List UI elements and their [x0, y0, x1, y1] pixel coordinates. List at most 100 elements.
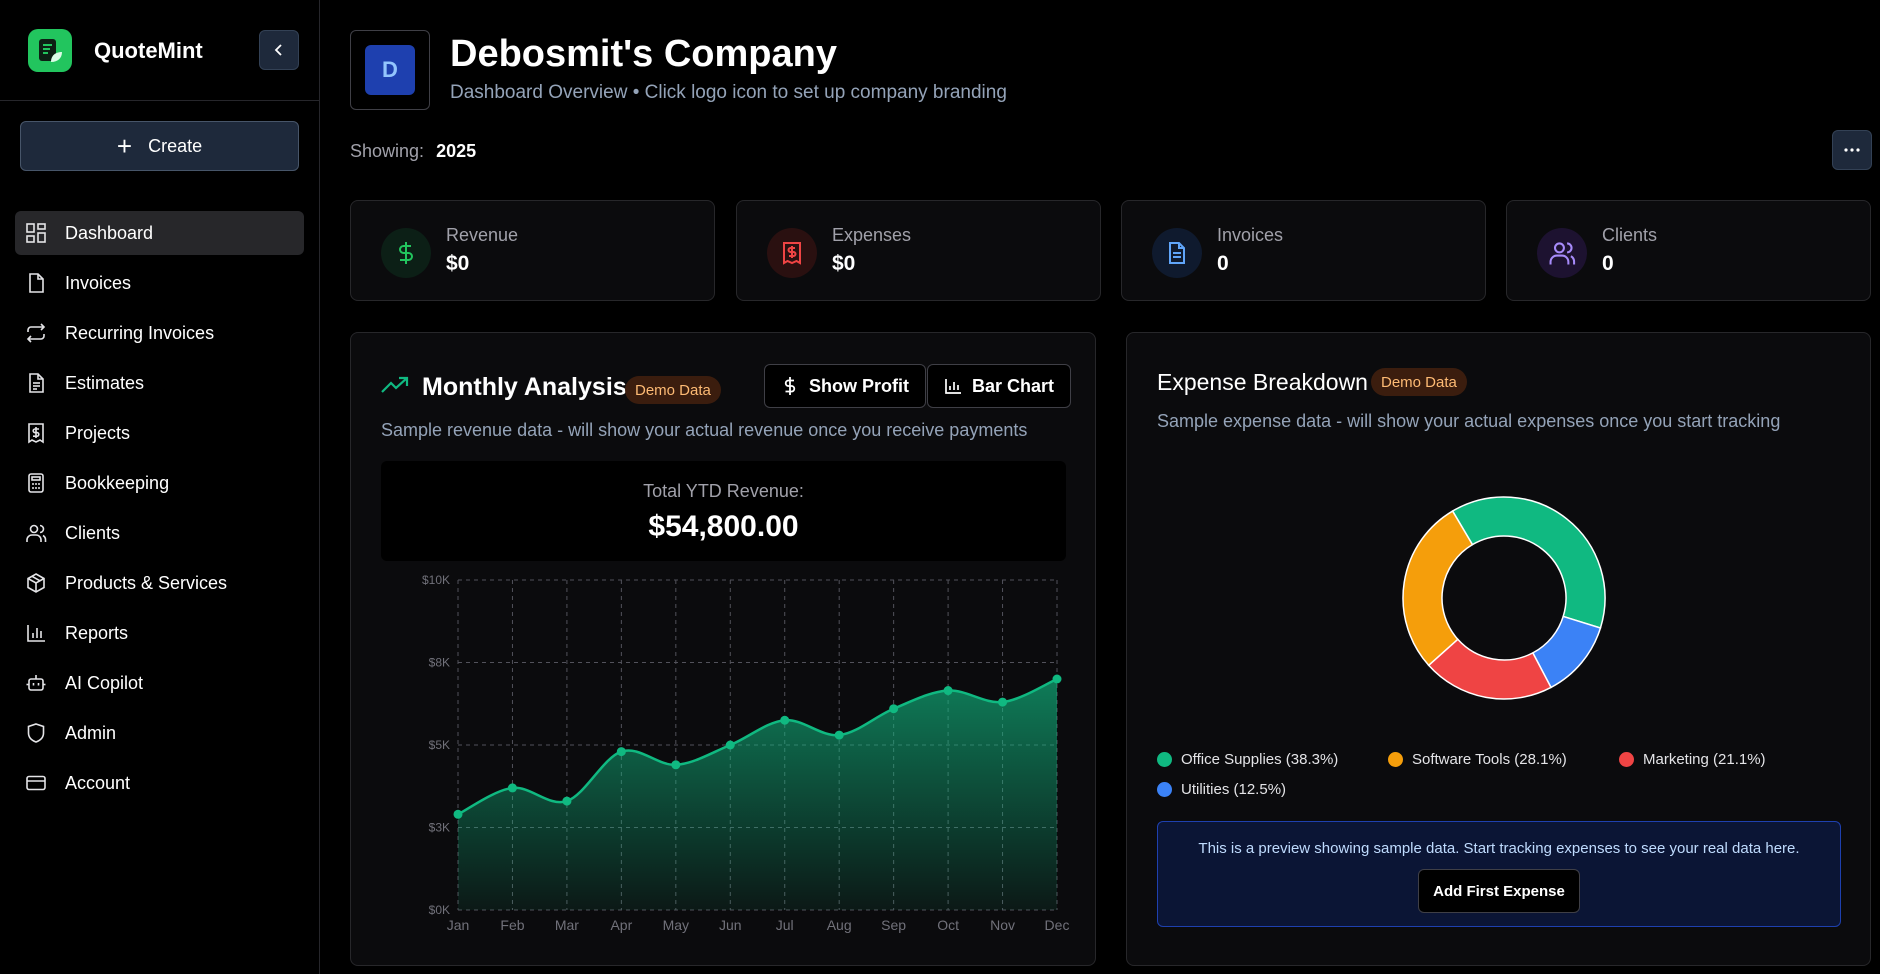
create-button-label: Create: [148, 135, 203, 156]
expenses-stat-card: Expenses $0: [736, 200, 1101, 301]
sidebar-item-estimates[interactable]: Estimates: [15, 361, 304, 405]
sidebar-nav: Dashboard Invoices Recurring Invoices Es…: [15, 211, 304, 811]
legend-label: Marketing (21.1%): [1643, 751, 1766, 768]
data-point: [725, 740, 735, 750]
sidebar-item-reports[interactable]: Reports: [15, 611, 304, 655]
expense-breakdown-title: Expense Breakdown: [1157, 369, 1368, 395]
legend-office-supplies[interactable]: Office Supplies (38.3%): [1157, 751, 1338, 768]
bar-chart-toggle-button[interactable]: Bar Chart: [927, 364, 1072, 408]
data-point: [889, 704, 899, 714]
sidebar-item-label: Estimates: [65, 372, 145, 393]
stat-label: Clients: [1602, 225, 1658, 245]
legend-utilities[interactable]: Utilities (12.5%): [1157, 781, 1286, 798]
sidebar-item-label: Admin: [65, 722, 117, 743]
legend-label: Office Supplies (38.3%): [1181, 751, 1339, 768]
dashboard-icon: [26, 223, 46, 243]
stat-label: Revenue: [446, 225, 519, 245]
sidebar-item-label: Projects: [65, 422, 131, 443]
credit-card-icon: [26, 775, 46, 791]
add-first-expense-button[interactable]: Add First Expense: [1418, 869, 1580, 913]
monthly-revenue-chart: $0K $3K $5K $8K $10K Jan Feb Mar Apr May Jun Jul Aug…: [422, 573, 1070, 933]
stat-label: Invoices: [1217, 225, 1284, 245]
company-logo-letter: D: [365, 45, 415, 95]
x-tick-label: Dec: [1045, 917, 1070, 933]
x-tick-label: Sep: [881, 917, 906, 933]
sidebar-item-label: AI Copilot: [65, 672, 144, 693]
monthly-analysis-card: Monthly Analysis Demo Data Show Profit B…: [350, 332, 1096, 966]
ytd-label: Total YTD Revenue:: [643, 481, 804, 501]
monthly-analysis-subtitle: Sample revenue data - will show your act…: [381, 420, 1028, 440]
ytd-value: $54,800.00: [648, 510, 799, 543]
y-tick-label: $10K: [422, 573, 450, 587]
sample-data-notice: This is a preview showing sample data. S…: [1157, 821, 1841, 927]
sidebar-item-label: Invoices: [65, 272, 132, 293]
legend-swatch: [1388, 752, 1403, 767]
y-tick-label: $0K: [429, 903, 450, 917]
company-logo-button[interactable]: D: [350, 30, 430, 110]
receipt-icon: [767, 228, 817, 278]
year-filter[interactable]: Showing: 2025: [350, 141, 476, 162]
file-text-icon: [29, 373, 44, 393]
sidebar-item-recurring-invoices[interactable]: Recurring Invoices: [15, 311, 304, 355]
chevron-left-icon: [274, 44, 282, 56]
sidebar-item-products-services[interactable]: Products & Services: [15, 561, 304, 605]
more-options-button[interactable]: [1832, 130, 1872, 170]
bot-icon: [26, 675, 46, 691]
x-tick-label: Jun: [719, 917, 742, 933]
data-point: [616, 747, 626, 757]
sidebar-item-ai-copilot[interactable]: AI Copilot: [15, 661, 304, 705]
legend-swatch: [1619, 752, 1634, 767]
legend-marketing[interactable]: Marketing (21.1%): [1619, 751, 1766, 768]
collapse-sidebar-button[interactable]: [259, 30, 299, 70]
sidebar-item-label: Dashboard: [65, 222, 154, 243]
x-tick-label: Jul: [776, 917, 794, 933]
data-point: [1052, 674, 1062, 684]
bar-chart-icon: [945, 379, 961, 394]
data-point: [562, 796, 572, 806]
data-point: [453, 809, 463, 819]
main-content: D Debosmit's Company Dashboard Overview …: [321, 0, 1880, 974]
sidebar-item-admin[interactable]: Admin: [15, 711, 304, 755]
file-text-icon: [1152, 228, 1202, 278]
expense-breakdown-subtitle: Sample expense data - will show your act…: [1157, 411, 1781, 431]
sidebar-item-invoices[interactable]: Invoices: [15, 261, 304, 305]
data-point: [780, 715, 790, 725]
sidebar-item-account[interactable]: Account: [15, 761, 304, 805]
invoices-stat-card: Invoices 0: [1121, 200, 1486, 301]
x-tick-label: Nov: [990, 917, 1015, 933]
x-tick-label: Jan: [447, 917, 470, 933]
legend-software-tools[interactable]: Software Tools (28.1%): [1388, 751, 1567, 768]
demo-data-badge: Demo Data: [1371, 368, 1467, 396]
data-point: [834, 730, 844, 740]
stat-value: 0: [1217, 252, 1229, 275]
repeat-icon: [26, 323, 46, 343]
sidebar-item-label: Recurring Invoices: [65, 322, 215, 343]
sidebar-item-label: Account: [65, 772, 131, 793]
sidebar-item-projects[interactable]: Projects: [15, 411, 304, 455]
legend-swatch: [1157, 782, 1172, 797]
show-profit-button[interactable]: Show Profit: [764, 364, 926, 408]
brand-header: QuoteMint: [0, 0, 319, 101]
y-tick-label: $5K: [429, 738, 450, 752]
trending-up-icon: [381, 376, 409, 393]
package-icon: [27, 573, 45, 593]
legend-label: Utilities (12.5%): [1181, 781, 1287, 798]
app-name: QuoteMint: [94, 38, 203, 63]
quotemint-logo-icon[interactable]: [28, 29, 72, 72]
sidebar-item-bookkeeping[interactable]: Bookkeeping: [15, 461, 304, 505]
sidebar-item-clients[interactable]: Clients: [15, 511, 304, 555]
data-point: [998, 697, 1008, 707]
create-button[interactable]: + Create: [20, 121, 299, 171]
year-value: 2025: [436, 141, 477, 161]
plus-icon: +: [116, 131, 133, 161]
x-tick-label: Feb: [500, 917, 524, 933]
page-subtitle: Dashboard Overview • Click logo icon to …: [450, 82, 1007, 103]
stat-value: $0: [832, 252, 856, 275]
sidebar-item-label: Clients: [65, 522, 121, 543]
legend-swatch: [1157, 752, 1172, 767]
sidebar-item-dashboard[interactable]: Dashboard: [15, 211, 304, 255]
ellipsis-icon: [1844, 148, 1860, 152]
sidebar-item-label: Products & Services: [65, 572, 228, 593]
donut-slice-office-supplies: [1451, 496, 1606, 629]
dollar-icon: [381, 228, 431, 278]
